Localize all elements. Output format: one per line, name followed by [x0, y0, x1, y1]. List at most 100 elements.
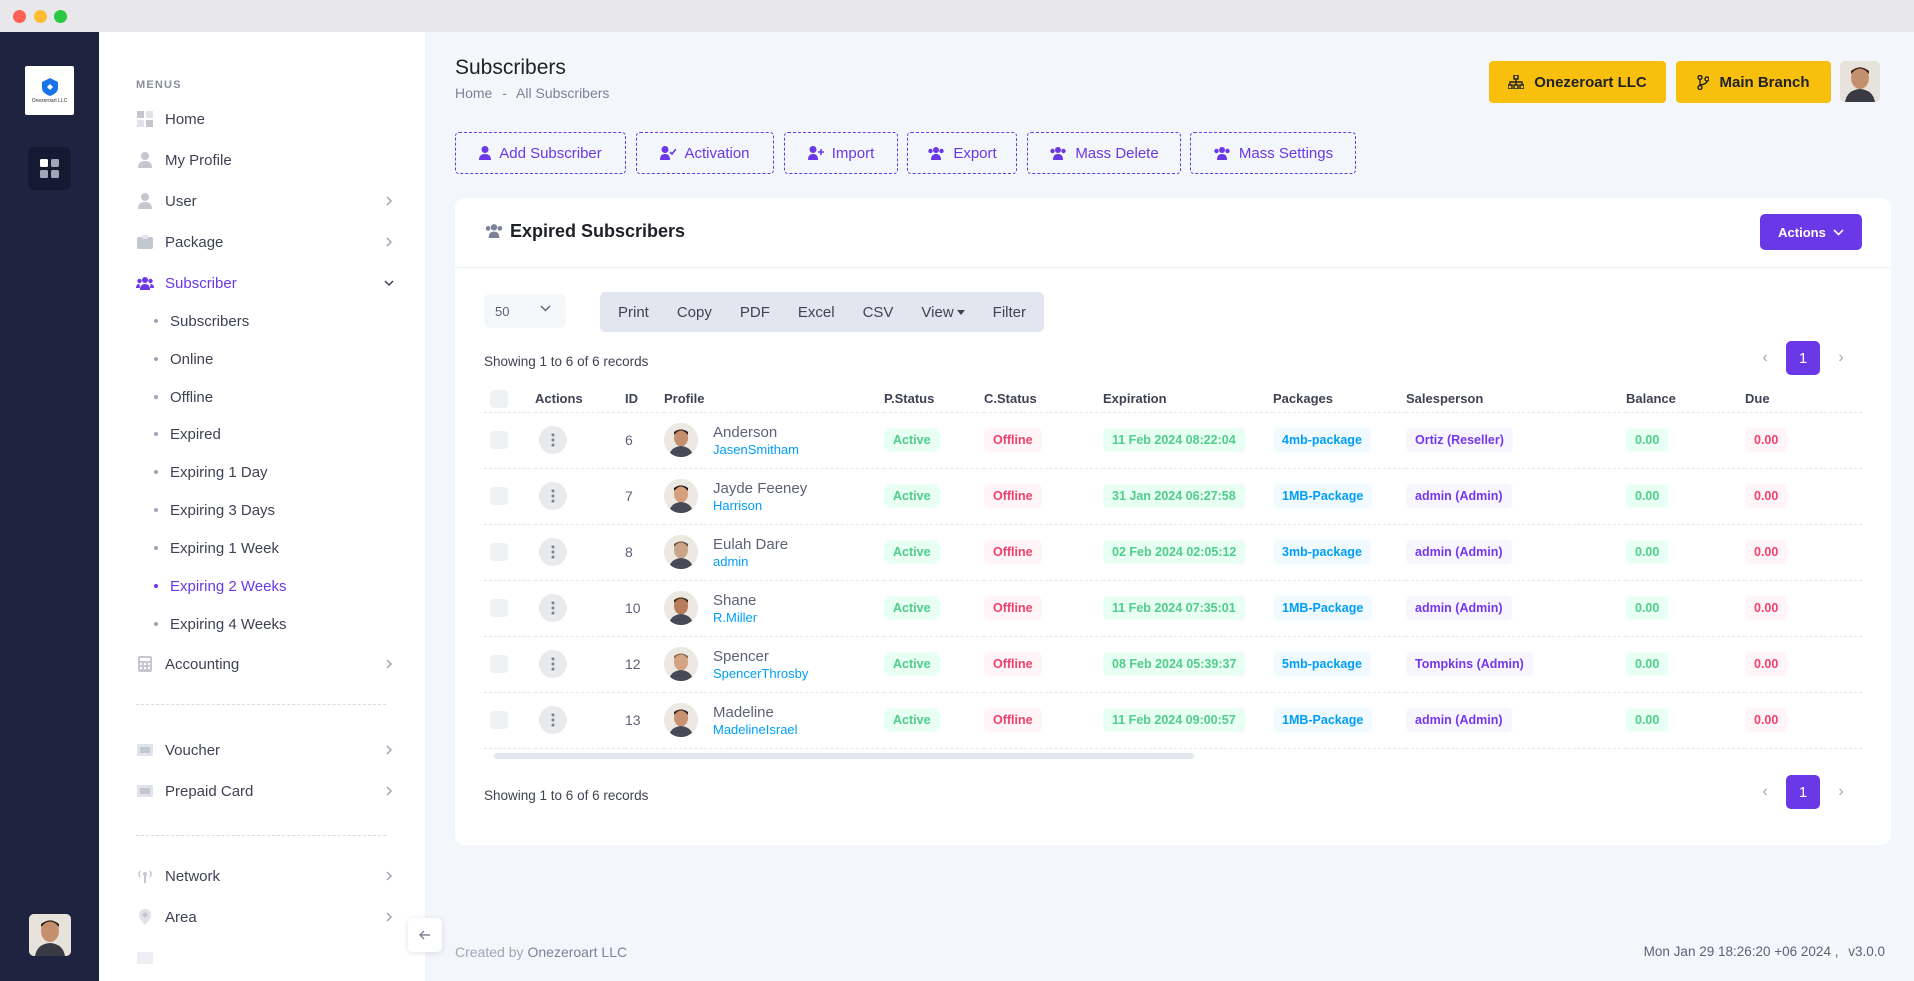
salesperson-badge[interactable]: Ortiz (Reseller) [1406, 428, 1513, 452]
column-header[interactable]: Actions [535, 386, 625, 413]
table-row[interactable]: 7 Jayde Feeney Harrison Active Offline 31 Jan… [484, 468, 1862, 525]
subscriber-name[interactable]: Eulah Dare [713, 535, 789, 553]
column-header[interactable]: ID [625, 386, 664, 413]
actions-dropdown-button[interactable]: Actions [1760, 214, 1862, 250]
more-vertical-icon[interactable] [539, 482, 567, 510]
sidebar-subitem-expiring-1-day[interactable]: Expiring 1 Day [154, 459, 268, 485]
column-header[interactable]: Balance [1626, 386, 1745, 413]
sidebar-item-cut-off[interactable] [136, 943, 396, 973]
sidebar-subitem-expiring-2-weeks[interactable]: Expiring 2 Weeks [154, 573, 286, 599]
filter-button[interactable]: Filter [992, 303, 1026, 321]
mass-settings-button[interactable]: Mass Settings [1190, 132, 1356, 174]
previous-page-icon[interactable]: ‹ [1762, 349, 1768, 366]
mass-delete-button[interactable]: Mass Delete [1027, 132, 1181, 174]
subscriber-name[interactable]: Jayde Feeney [713, 479, 808, 497]
column-header[interactable]: C.Status [984, 386, 1103, 413]
salesperson-badge[interactable]: admin (Admin) [1406, 596, 1512, 620]
more-vertical-icon[interactable] [539, 706, 567, 734]
csv-button[interactable]: CSV [862, 303, 894, 321]
sidebar-item-user[interactable]: User [136, 186, 396, 216]
sidebar-subitem-online[interactable]: Online [154, 346, 213, 372]
page-size-select[interactable]: 50 [484, 294, 566, 328]
column-header[interactable]: P.Status [884, 386, 984, 413]
close-window-button[interactable] [13, 10, 26, 23]
add-subscriber-button[interactable]: Add Subscriber [455, 132, 626, 174]
row-checkbox[interactable] [490, 655, 508, 673]
sidebar-subitem-expiring-3-days[interactable]: Expiring 3 Days [154, 497, 275, 523]
subscriber-name[interactable]: Anderson [713, 423, 778, 441]
dashboard-icon[interactable] [28, 147, 71, 190]
table-row[interactable]: 8 Eulah Dare admin Active Offline 02 Feb 2024… [484, 524, 1862, 581]
collapse-sidebar-button[interactable] [408, 918, 442, 952]
column-header[interactable]: Packages [1273, 386, 1406, 413]
sidebar-item-subscriber[interactable]: Subscriber [136, 268, 396, 298]
breadcrumb-home[interactable]: Home [455, 85, 493, 101]
column-header[interactable]: Salesperson [1406, 386, 1626, 413]
sidebar-item-area[interactable]: Area [136, 902, 396, 932]
copy-button[interactable]: Copy [676, 303, 712, 321]
column-header[interactable]: Due [1745, 386, 1862, 413]
column-header[interactable]: Expiration [1103, 386, 1273, 413]
table-row[interactable]: 13 Madeline MadelineIsrael Active Offline 11 … [484, 692, 1862, 749]
subscriber-name[interactable]: Spencer [713, 647, 769, 665]
import-button[interactable]: Import [784, 132, 898, 174]
next-page-icon[interactable]: › [1838, 349, 1844, 366]
row-checkbox[interactable] [490, 487, 508, 505]
package-badge[interactable]: 4mb-package [1273, 428, 1371, 452]
subscriber-username[interactable]: Harrison [713, 497, 763, 513]
view-dropdown-button[interactable]: View [907, 292, 978, 332]
table-row[interactable]: 12 Spencer SpencerThrosby Active Offline 08 F… [484, 636, 1862, 693]
row-checkbox[interactable] [490, 711, 508, 729]
sidebar-item-package[interactable]: Package [136, 227, 396, 257]
subscriber-username[interactable]: SpencerThrosby [713, 665, 809, 681]
row-checkbox[interactable] [490, 543, 508, 561]
brand-logo[interactable]: Onezeroart LLC [25, 66, 74, 115]
sidebar-item-accounting[interactable]: Accounting [136, 649, 396, 679]
package-badge[interactable]: 1MB-Package [1273, 596, 1373, 620]
next-page-icon[interactable]: › [1838, 783, 1844, 800]
organization-button[interactable]: Onezeroart LLC [1489, 61, 1666, 103]
horizontal-scrollbar[interactable] [494, 753, 1194, 759]
sidebar-item-my-profile[interactable]: My Profile [136, 145, 396, 175]
subscriber-username[interactable]: R.Miller [713, 609, 758, 625]
sidebar-subitem-subscribers[interactable]: Subscribers [154, 308, 249, 334]
more-vertical-icon[interactable] [539, 594, 567, 622]
subscriber-username[interactable]: JasenSmitham [713, 441, 799, 457]
page-number-button[interactable]: 1 [1786, 775, 1820, 809]
table-row[interactable]: 6 Anderson JasenSmitham Active Offline 11 Feb… [484, 412, 1862, 469]
sidebar-subitem-expiring-1-week[interactable]: Expiring 1 Week [154, 535, 279, 561]
previous-page-icon[interactable]: ‹ [1762, 783, 1768, 800]
footer-company-link[interactable]: Onezeroart LLC [527, 944, 628, 960]
package-badge[interactable]: 5mb-package [1273, 652, 1371, 676]
maximize-window-button[interactable] [54, 10, 67, 23]
salesperson-badge[interactable]: admin (Admin) [1406, 484, 1512, 508]
export-button[interactable]: Export [907, 132, 1017, 174]
package-badge[interactable]: 1MB-Package [1273, 708, 1373, 732]
subscriber-username[interactable]: MadelineIsrael [713, 721, 798, 737]
column-header[interactable]: Profile [664, 386, 884, 413]
select-all-checkbox[interactable] [490, 389, 508, 408]
subscriber-name[interactable]: Madeline [713, 703, 774, 721]
row-checkbox[interactable] [490, 431, 508, 449]
activation-button[interactable]: Activation [636, 132, 774, 174]
excel-button[interactable]: Excel [797, 303, 835, 321]
package-badge[interactable]: 3mb-package [1273, 540, 1371, 564]
sidebar-subitem-expiring-4-weeks[interactable]: Expiring 4 Weeks [154, 611, 286, 637]
subscriber-username[interactable]: admin [713, 553, 749, 569]
minimize-window-button[interactable] [34, 10, 47, 23]
salesperson-badge[interactable]: admin (Admin) [1406, 708, 1512, 732]
sidebar-item-prepaid-card[interactable]: Prepaid Card [136, 776, 396, 806]
more-vertical-icon[interactable] [539, 650, 567, 678]
more-vertical-icon[interactable] [539, 538, 567, 566]
header-user-avatar[interactable] [1840, 61, 1880, 102]
salesperson-badge[interactable]: Tompkins (Admin) [1406, 652, 1533, 676]
salesperson-badge[interactable]: admin (Admin) [1406, 540, 1512, 564]
sidebar-subitem-offline[interactable]: Offline [154, 384, 213, 410]
sidebar-item-network[interactable]: Network [136, 861, 396, 891]
table-row[interactable]: 10 Shane R.Miller Active Offline 11 Feb 2024 … [484, 580, 1862, 637]
package-badge[interactable]: 1MB-Package [1273, 484, 1373, 508]
print-button[interactable]: Print [618, 303, 649, 321]
user-avatar[interactable] [29, 914, 71, 956]
page-number-button[interactable]: 1 [1786, 341, 1820, 375]
pdf-button[interactable]: PDF [739, 303, 770, 321]
